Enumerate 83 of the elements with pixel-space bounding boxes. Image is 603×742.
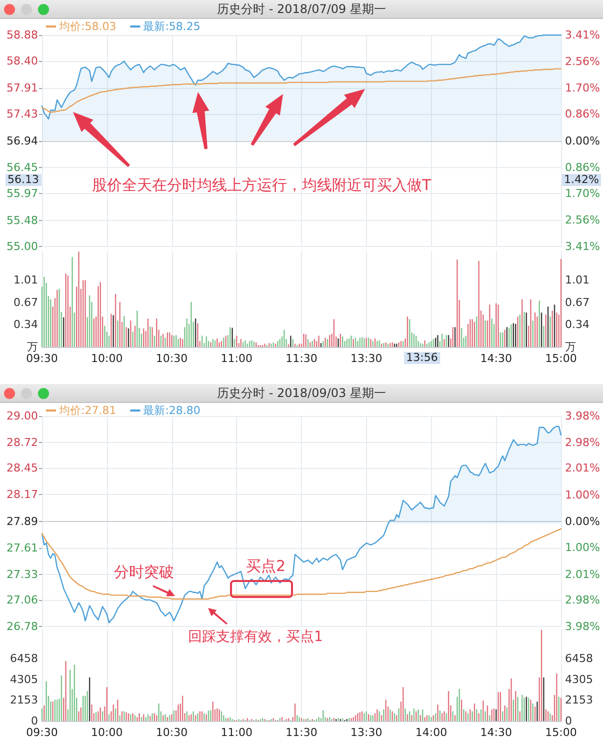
annotation: 股价全天在分时均线上方运行，均线附近可买入做T [92,175,432,195]
x-tick-label: 14:30 [480,726,512,739]
legend-label: 最新:58.25 [143,20,200,33]
y-tick-label: 27.33 [6,568,38,581]
y-tick-label: 0.34 [14,318,38,331]
legend-label: 最新:28.80 [143,404,200,417]
y3-tick-label: 1.00% [565,541,600,554]
legend-label: 均价:58.03 [58,20,116,33]
y-tick-label: 27.61 [6,541,38,554]
x-tick-label: 11:30 [286,352,318,365]
y3-tick-label: 0.86% [565,160,600,174]
x-tick-label: 11:00 [220,726,252,739]
y2-tick-label: 3.41% [565,28,600,42]
y2-tick-label: 1.01 [565,274,590,287]
chart-title: 历史分时 - 2018/07/09 星期一 [0,0,603,19]
y-tick-label: 28.45 [6,462,38,475]
x-tick-label: 11:30 [286,726,318,739]
x-tick-label: 10:00 [91,352,123,365]
y2-tick-label: 0.67 [565,296,590,310]
x-tick-label: 09:30 [26,726,58,739]
x-tick-label: 15:00 [545,352,577,365]
y2-tick-label: 0.00% [565,514,600,528]
y2-tick-label: 0.86% [565,108,600,121]
y3-tick-label: 3.98% [565,620,600,633]
y-tick-label: 29.00 [6,410,38,422]
y3-tick-label: 2.98% [565,594,600,607]
x-tick-label: 09:30 [26,352,58,365]
x-tick-label: 15:00 [545,726,577,739]
y-tick-label: 0.67 [14,296,38,310]
y-tick-label: 4305 [10,672,38,686]
y-tick-label: 27.06 [6,593,38,606]
y2-tick-label: 0 [565,714,572,728]
y-tick-label: 26.78 [6,620,38,633]
y2-tick-label: 万 [565,340,576,354]
y-tick-label: 万 [27,340,38,354]
x-tick-label: 13:30 [350,726,382,739]
x-tick-label: 11:00 [220,352,252,365]
x-tick-label: 10:30 [156,726,188,739]
y-tick-label: 55.48 [6,214,38,227]
y2-tick-label: 4305 [565,672,593,686]
y2-tick-label: 2.56% [565,54,600,68]
annotation: 分时突破 [114,562,174,582]
line-series [41,528,562,600]
y2-tick-label: 3.98% [565,410,600,422]
x-tick-label: 10:00 [91,726,123,739]
y2-tick-label: 1.70% [565,82,600,95]
y2-tick-label: 6458 [565,652,593,665]
y-tick-label: 28.17 [6,488,38,502]
y-tick-label: 0 [31,714,38,728]
y-tick-label: 1.01 [14,274,38,287]
line-series [41,68,562,114]
annotation: 买点2 [246,556,286,576]
y-tick-label: 56.94 [6,134,38,148]
y-tick-label: 27.89 [6,514,38,528]
y-tick-label: 6458 [10,652,38,665]
x-tick-label: 14:00 [415,726,448,739]
y-tick-label: 57.43 [6,108,38,121]
y2-tick-label: 2.98% [565,436,600,449]
y2-tick-label: 0.34 [565,318,590,331]
x-tick-label: 13:30 [350,352,382,365]
legend-label: 均价:27.81 [58,404,116,417]
y2-tick-label: 1.00% [565,488,600,502]
text: 1.42% [562,173,601,186]
y3-tick-label: 1.70% [565,186,600,200]
y-tick-label: 57.91 [6,81,38,94]
y-tick-label: 55.00 [6,240,38,253]
chart-title: 历史分时 - 2018/09/03 星期一 [0,384,603,403]
x-tick-label: 14:30 [480,352,512,365]
y-tick-label: 28.72 [6,436,38,450]
y-tick-label: 58.40 [6,54,38,68]
y3-tick-label: 2.56% [565,214,600,227]
text: 13:56 [404,351,440,364]
y2-tick-label: 0.00% [565,134,600,148]
text: 56.13 [6,173,41,186]
y-tick-label: 58.88 [6,28,38,42]
y2-tick-label: 2.01% [565,462,600,475]
y3-tick-label: 2.01% [565,568,600,581]
y-tick-label: 2153 [10,694,38,707]
y-tick-label: 55.97 [6,187,38,200]
y-tick-label: 56.45 [6,160,38,174]
y3-tick-label: 3.41% [565,240,600,253]
y2-tick-label: 2153 [565,694,593,707]
x-tick-label: 10:30 [156,352,188,365]
